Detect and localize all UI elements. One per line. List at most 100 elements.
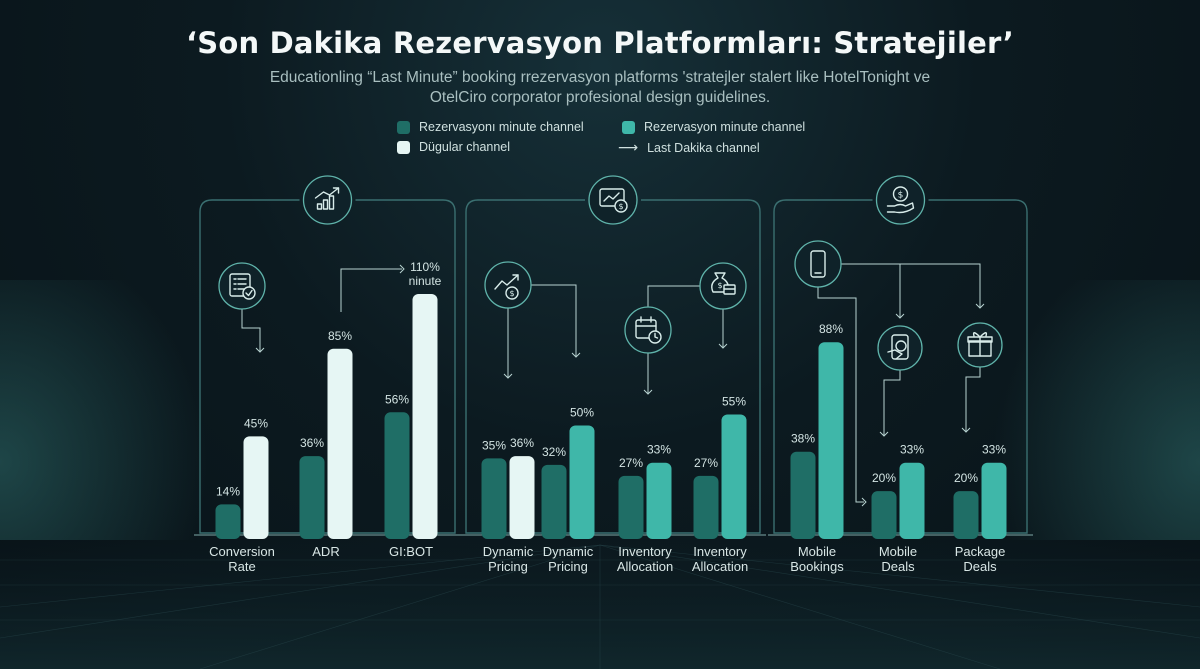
trend-coin-icon: $	[484, 261, 532, 309]
bar-0-2-1	[412, 294, 438, 539]
x-tick-label-0-0: Conversion Rate	[197, 544, 287, 574]
connector	[883, 370, 901, 436]
bar-1-3-1	[721, 414, 747, 539]
bar-1-2-0	[618, 475, 644, 539]
arrow-head	[643, 389, 653, 395]
bar-2-0-1	[818, 342, 844, 539]
x-tick-label-line: Mobile	[878, 544, 918, 559]
value-label-1-2-1: 33%	[647, 443, 671, 457]
connector	[647, 285, 700, 307]
bar-0-1-1	[327, 348, 353, 539]
bar-2-1-0	[871, 491, 897, 539]
x-tick-label-line: GI:BOT	[388, 544, 434, 559]
x-tick-label-1-3: Inventory Allocation	[675, 544, 765, 574]
connector	[965, 367, 981, 432]
bar-2-1-1	[899, 462, 925, 539]
x-tick-label-line: Inventory	[693, 544, 747, 559]
x-tick-label-1-1: Dynamic Pricing	[523, 544, 613, 574]
arrow-head	[961, 427, 971, 433]
bar-0-0-1	[243, 436, 269, 539]
value-label-2-2-0: 20%	[954, 471, 978, 485]
phone-deal-icon	[877, 325, 923, 371]
value-label-1-1-1: 50%	[570, 405, 594, 419]
value-label-1-3-1: 55%	[722, 395, 746, 409]
x-tick-label-line: Dynamic	[542, 544, 594, 559]
gift-icon	[957, 322, 1003, 368]
value-label-0-1-0: 36%	[300, 436, 324, 450]
value-label-2-2-1: 33%	[982, 443, 1006, 457]
bar-1-2-1	[646, 462, 672, 539]
bar-2-2-0	[953, 491, 979, 539]
legend-label: Rezervasyon minute channel	[644, 120, 806, 134]
x-tick-label-line: Pricing	[548, 559, 588, 574]
x-tick-label-0-2: GI:BOT	[366, 544, 456, 559]
x-tick-label-1-0: Dynamic Pricing	[463, 544, 553, 574]
value-label-0-2-0: 56%	[385, 392, 409, 406]
value-label-2-1-1: 33%	[900, 443, 924, 457]
x-tick-label-2-2: Package Deals	[935, 544, 1025, 574]
legend-swatch	[622, 120, 635, 134]
background-decor	[0, 280, 1200, 669]
x-tick-label-line: Pricing	[488, 559, 528, 574]
value-label-0-2-1: 110%	[410, 260, 440, 274]
arrow-head	[571, 352, 581, 358]
chart-title: ‘Son Dakika Rezervasyon Platformları: St…	[186, 26, 1014, 60]
x-tick-label-line: Rate	[228, 559, 256, 574]
value-annotation: ninute	[409, 274, 442, 288]
growth-chart-icon	[302, 175, 353, 225]
x-tick-label-2-0: Mobile Bookings	[772, 544, 862, 574]
value-label-1-1-0: 32%	[542, 445, 566, 459]
chart-subtitle: Educationling “Last Minute” booking rrez…	[269, 69, 931, 106]
bar-1-1-1	[569, 425, 595, 539]
x-tick-label-line: Package	[954, 544, 1006, 559]
x-tick-label-line: ADR	[312, 544, 340, 559]
value-label-1-0-1: 36%	[510, 436, 534, 450]
svg-text:$: $	[618, 202, 623, 211]
value-label-1-0-0: 35%	[482, 438, 506, 452]
svg-text:$: $	[717, 281, 722, 290]
legend-swatch	[397, 120, 410, 134]
arrow-head	[399, 264, 405, 274]
arrow-head	[861, 497, 867, 507]
legend-item-white: Dügular channel	[397, 140, 510, 154]
bar-1-0-0	[481, 458, 507, 539]
smartphone-icon	[794, 240, 842, 288]
value-label-1-3-0: 27%	[694, 456, 718, 470]
checklist-icon	[218, 262, 266, 310]
x-tick-label-line: Dynamic	[482, 544, 534, 559]
connector	[531, 284, 577, 357]
value-label-0-0-0: 14%	[216, 484, 240, 498]
x-tick-label-line: Deals	[963, 559, 997, 574]
legend-item-arrow: ⟶ Last Dakika channel	[618, 140, 760, 156]
bar-0-2-0	[384, 412, 410, 539]
legend-label: Last Dakika channel	[647, 141, 760, 155]
arrow-right-icon: ⟶	[618, 140, 639, 156]
connector	[340, 268, 402, 312]
money-bag-icon: $	[699, 262, 747, 310]
legend-item-dark: Rezervasyonı minute channel	[397, 120, 584, 134]
svg-text:$: $	[509, 289, 514, 298]
svg-text:$: $	[898, 191, 904, 201]
arrow-head	[895, 313, 905, 319]
value-label-2-1-0: 20%	[872, 471, 896, 485]
bar-2-2-1	[981, 462, 1007, 539]
bar-2-0-0	[790, 451, 816, 539]
x-tick-label-line: Inventory	[618, 544, 672, 559]
connector	[241, 309, 261, 352]
legend-item-teal: Rezervasyon minute channel	[622, 120, 805, 134]
bar-1-0-1	[509, 456, 535, 539]
value-label-0-0-1: 45%	[244, 416, 268, 430]
x-tick-label-0-1: ADR	[281, 544, 371, 559]
legend-label: Dügular channel	[419, 140, 511, 154]
arrow-head	[975, 303, 985, 309]
x-tick-label-2-1: Mobile Deals	[853, 544, 943, 574]
x-tick-label-line: Mobile	[797, 544, 837, 559]
bar-1-3-0	[693, 475, 719, 539]
pricing-monitor-icon: $	[588, 175, 638, 225]
value-label-2-0-1: 88%	[819, 322, 843, 336]
x-tick-label-line: Allocation	[616, 559, 674, 574]
arrow-head	[503, 373, 513, 379]
arrow-head	[879, 431, 889, 437]
arrow-head	[718, 343, 728, 349]
